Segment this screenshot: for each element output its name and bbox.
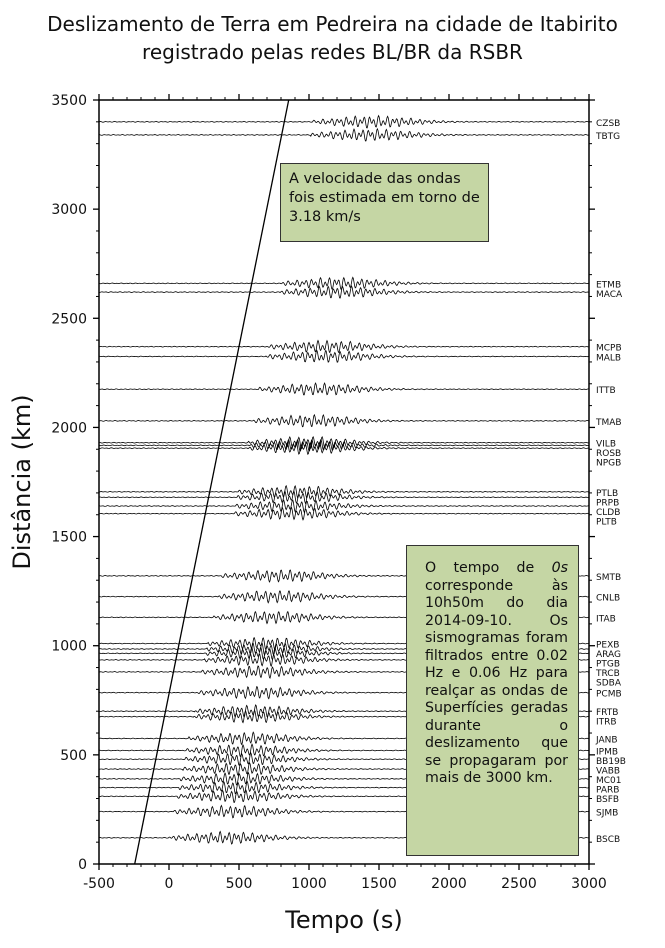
station-label: PTGB (596, 660, 620, 670)
x-axis-ticks: -500 0 500 1000 1500 2000 2500 3000 (83, 94, 607, 892)
chart-title-line-2: registrado pelas redes BL/BR da RSBR (142, 40, 523, 64)
x-tick-label: 2000 (431, 876, 467, 892)
y-tick-label: 3500 (51, 93, 87, 109)
y-tick-label: 0 (78, 857, 87, 873)
station-label: FRTB (596, 708, 618, 718)
seismogram-trace (98, 499, 589, 514)
station-label: BSCB (596, 835, 620, 845)
station-label: SJMB (596, 809, 618, 819)
seismogram-trace (98, 490, 589, 505)
y-axis-ticks: 0 500 1000 1500 2000 2500 3000 3500 (51, 93, 595, 873)
chart-title-line-1: Deslizamento de Terra em Pedreira na cid… (47, 12, 618, 36)
station-label: PLTB (596, 517, 617, 527)
time-note-text: corresponde às 10h50m do dia 2014-09-10.… (425, 577, 568, 787)
seismogram-trace (98, 127, 589, 142)
velocity-note-text: A velocidade das ondas fois estimada em … (289, 171, 480, 225)
station-label: TMAB (595, 418, 622, 428)
y-tick-label: 2500 (51, 311, 87, 327)
station-label: PEXB (596, 641, 619, 651)
x-tick-label: 500 (226, 876, 253, 892)
station-label: PTLB (596, 489, 618, 499)
y-tick-label: 3000 (51, 202, 87, 218)
seismogram-trace (98, 349, 589, 363)
station-label: SDBA (596, 679, 622, 689)
station-label: VABB (596, 766, 620, 776)
station-label: PARB (596, 785, 619, 795)
seismogram-trace (98, 114, 589, 129)
station-label: ROSB (596, 449, 621, 459)
station-label: MC01 (596, 776, 622, 786)
station-label: ITTB (596, 386, 616, 396)
station-label: CNLB (596, 594, 620, 604)
station-label: PRPB (596, 498, 619, 508)
seismogram-trace (98, 438, 589, 453)
seismogram-trace (98, 285, 589, 299)
station-label: ETMB (596, 280, 621, 290)
x-tick-label: 1500 (361, 876, 397, 892)
x-axis-label: Tempo (s) (284, 906, 403, 934)
time-note: O tempo de 0s corresponde às 10h50m do d… (406, 545, 579, 856)
x-tick-label: -500 (83, 876, 115, 892)
seismogram-trace (98, 435, 589, 450)
y-tick-label: 1000 (51, 639, 87, 655)
station-label: MACA (596, 290, 623, 300)
y-tick-label: 1500 (51, 530, 87, 546)
station-label: SMTB (596, 573, 621, 583)
time-note-zero: 0s (551, 560, 568, 576)
station-label: MCPB (596, 344, 622, 354)
station-label: TBTG (595, 132, 620, 142)
station-label: TRCB (595, 669, 620, 679)
velocity-note: A velocidade das ondas fois estimada em … (280, 163, 489, 242)
seismogram-trace (98, 484, 589, 499)
station-label: BB19B (596, 757, 626, 767)
time-note-prefix: O tempo de (425, 560, 552, 576)
station-label: MALB (596, 353, 621, 363)
station-label: BSFB (596, 795, 619, 805)
x-tick-label: 3000 (571, 876, 607, 892)
seismogram-trace (98, 506, 589, 521)
station-label: CLDB (596, 508, 620, 518)
y-tick-label: 2000 (51, 420, 87, 436)
seismogram-trace (98, 276, 589, 290)
seismogram-trace (98, 441, 589, 455)
station-label: PCMB (596, 690, 622, 700)
x-tick-label: 0 (165, 876, 174, 892)
y-tick-label: 500 (60, 748, 87, 764)
plot-frame (98, 99, 590, 865)
x-tick-label: 1000 (291, 876, 327, 892)
x-tick-label: 2500 (501, 876, 537, 892)
station-label: NPGB (596, 459, 621, 469)
station-label: ITAB (596, 614, 616, 624)
seismogram-trace (98, 382, 589, 396)
seismogram-trace (98, 413, 589, 428)
station-label: IPMB (596, 747, 618, 757)
station-label: ITRB (596, 718, 617, 728)
seismogram-trace (98, 339, 589, 353)
station-label: VILB (596, 440, 616, 450)
station-label: CZSB (596, 119, 620, 129)
station-label: ARAG (596, 650, 621, 660)
station-label: JANB (595, 735, 618, 745)
velocity-line (134, 99, 290, 865)
y-axis-label: Distância (km) (8, 394, 36, 569)
